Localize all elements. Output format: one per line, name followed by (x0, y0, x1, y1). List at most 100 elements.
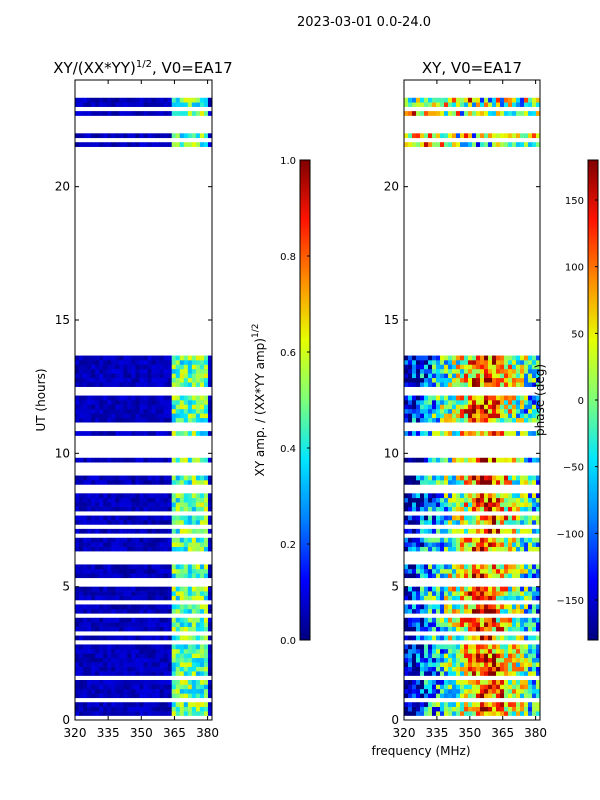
heatmap-cell (512, 591, 517, 596)
heatmap-cell (448, 528, 453, 534)
heatmap-cell (127, 693, 132, 699)
heatmap-cell (444, 408, 449, 414)
heatmap-cell (404, 431, 409, 436)
heatmap-cell (484, 644, 489, 650)
heatmap-cell (151, 693, 156, 699)
heatmap-cell (488, 680, 493, 685)
heatmap-cell (171, 702, 177, 707)
heatmap-cell (183, 111, 189, 116)
heatmap-cell (171, 528, 177, 534)
heatmap-cell (195, 648, 201, 654)
heatmap-cell (155, 520, 161, 525)
heatmap-cell (107, 400, 112, 405)
heatmap-cell (83, 546, 88, 552)
heatmap-cell (408, 595, 413, 601)
heatmap-cell (147, 657, 152, 663)
heatmap-cell (183, 680, 189, 685)
heatmap-cell (75, 608, 80, 614)
heatmap-cell (83, 133, 88, 139)
heatmap-cell (412, 591, 417, 596)
heatmap-cell (440, 617, 445, 623)
heatmap-cell (432, 364, 437, 370)
heatmap-cell (151, 382, 156, 387)
heatmap-cell (131, 688, 136, 694)
heatmap-cell (480, 408, 485, 414)
heatmap-cell (412, 395, 417, 401)
heatmap-cell (472, 604, 477, 610)
heatmap-cell (147, 662, 152, 667)
heatmap-cell (171, 635, 177, 641)
heatmap-cell (520, 111, 525, 116)
heatmap-cell (99, 364, 104, 370)
heatmap-cell (476, 382, 481, 387)
heatmap-cell (528, 617, 533, 623)
heatmap-cell (528, 111, 533, 116)
heatmap-cell (131, 102, 136, 107)
heatmap-cell (428, 680, 433, 685)
heatmap-cell (528, 502, 533, 507)
heatmap-cell (195, 693, 201, 699)
heatmap-cell (203, 702, 209, 707)
heatmap-cell (492, 520, 497, 525)
heatmap-cell (524, 417, 529, 423)
amplitude-colorbar-ticks: 0.00.20.40.60.81.0 (280, 156, 310, 647)
heatmap-cell (75, 595, 80, 601)
heatmap-cell (199, 395, 205, 401)
heatmap-cell (203, 377, 209, 383)
heatmap-cell (203, 431, 209, 436)
heatmap-cell (520, 604, 525, 610)
heatmap-cell (524, 648, 529, 654)
heatmap-cell (99, 355, 104, 361)
heatmap-cell (111, 693, 116, 699)
heatmap-cell (420, 542, 425, 547)
heatmap-cell (87, 595, 92, 601)
heatmap-cell (404, 480, 409, 485)
heatmap-cell (163, 617, 169, 623)
heatmap-cell (464, 684, 469, 690)
heatmap-cell (159, 360, 165, 365)
heatmap-cell (191, 622, 197, 627)
heatmap-cell (95, 684, 100, 690)
heatmap-cell (131, 368, 136, 374)
heatmap-cell (516, 680, 521, 685)
heatmap-cell (460, 364, 465, 370)
heatmap-cell (143, 515, 148, 521)
heatmap-cell (191, 355, 197, 361)
heatmap-cell (159, 364, 165, 370)
heatmap-cell (171, 666, 177, 672)
heatmap-cell (79, 111, 84, 116)
heatmap-cell (187, 373, 193, 379)
heatmap-cell (115, 568, 120, 574)
heatmap-cell (536, 604, 541, 610)
heatmap-cell (79, 408, 84, 414)
heatmap-cell (103, 382, 108, 387)
heatmap-cell (428, 706, 433, 712)
heatmap-cell (75, 662, 80, 667)
heatmap-cell (91, 688, 96, 694)
heatmap-cell (139, 693, 144, 699)
heatmap-cell (512, 400, 517, 405)
heatmap-cell (143, 653, 148, 659)
heatmap-cell (151, 671, 156, 676)
heatmap-cell (143, 568, 148, 574)
heatmap-cell (532, 142, 537, 147)
heatmap-cell (95, 595, 100, 601)
heatmap-cell (203, 657, 209, 663)
heatmap-cell (99, 360, 104, 365)
heatmap-cell (135, 617, 140, 623)
heatmap-cell (123, 142, 128, 147)
heatmap-cell (456, 684, 461, 690)
heatmap-cell (512, 515, 517, 521)
heatmap-cell (504, 382, 509, 387)
heatmap-cell (171, 395, 177, 401)
heatmap-cell (167, 480, 173, 485)
heatmap-cell (155, 591, 161, 596)
heatmap-cell (127, 404, 132, 410)
heatmap-cell (524, 457, 529, 463)
heatmap-cell (143, 382, 148, 387)
heatmap-cell (420, 417, 425, 423)
heatmap-cell (412, 413, 417, 419)
heatmap-cell (444, 546, 449, 552)
heatmap-cell (127, 706, 132, 712)
heatmap-cell (420, 648, 425, 654)
